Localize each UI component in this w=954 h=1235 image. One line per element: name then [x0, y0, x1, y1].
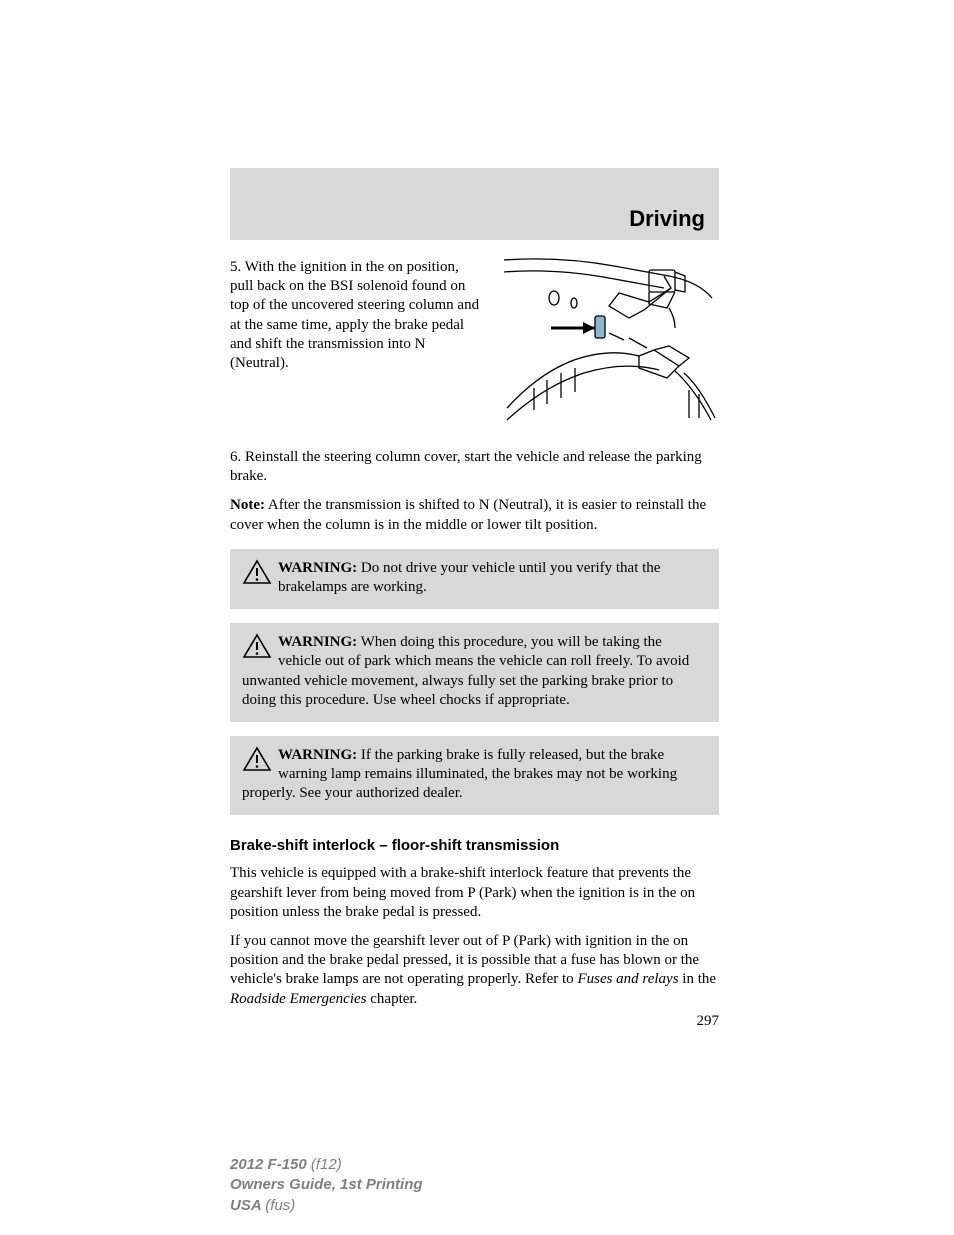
page-footer: 2012 F-150 (f12) Owners Guide, 1st Print… [230, 1155, 423, 1216]
warning-triangle-icon [242, 746, 272, 772]
warning-box-1: WARNING: Do not drive your vehicle until… [230, 549, 719, 609]
warning-label: WARNING: [278, 560, 357, 576]
footer-model: 2012 F-150 [230, 1156, 311, 1173]
page-number: 297 [697, 1013, 720, 1030]
note-label: Note: [230, 497, 265, 513]
chapter-title: Driving [629, 206, 705, 232]
step-6-text: 6. Reinstall the steering column cover, … [230, 448, 719, 486]
warning-box-2: WARNING: When doing this procedure, you … [230, 623, 719, 722]
footer-region-code: (fus) [265, 1197, 295, 1214]
section-para-2: If you cannot move the gearshift lever o… [230, 932, 719, 1009]
section-heading: Brake-shift interlock – floor-shift tran… [230, 837, 719, 854]
warning-label: WARNING: [278, 634, 357, 650]
steering-column-diagram [499, 258, 719, 423]
footer-line-3: USA (fus) [230, 1196, 423, 1216]
para2-italic-1: Fuses and relays [577, 971, 678, 987]
warning-label: WARNING: [278, 747, 357, 763]
note-block: Note: After the transmission is shifted … [230, 496, 719, 534]
para2-post: chapter. [367, 991, 418, 1007]
note-text: After the transmission is shifted to N (… [230, 497, 706, 532]
warning-box-3: WARNING: If the parking brake is fully r… [230, 736, 719, 816]
para2-mid: in the [679, 971, 717, 987]
footer-region: USA [230, 1197, 265, 1214]
footer-line-1: 2012 F-150 (f12) [230, 1155, 423, 1175]
footer-line-2: Owners Guide, 1st Printing [230, 1175, 423, 1195]
footer-model-code: (f12) [311, 1156, 342, 1173]
para2-italic-2: Roadside Emergencies [230, 991, 367, 1007]
step-5-block: 5. With the ignition in the on position,… [230, 258, 719, 438]
page-content: 5. With the ignition in the on position,… [230, 258, 719, 1009]
warning-triangle-icon [242, 559, 272, 585]
page-header: Driving [230, 168, 719, 240]
warning-triangle-icon [242, 633, 272, 659]
step-5-text: 5. With the ignition in the on position,… [230, 258, 480, 373]
section-para-1: This vehicle is equipped with a brake-sh… [230, 864, 719, 922]
